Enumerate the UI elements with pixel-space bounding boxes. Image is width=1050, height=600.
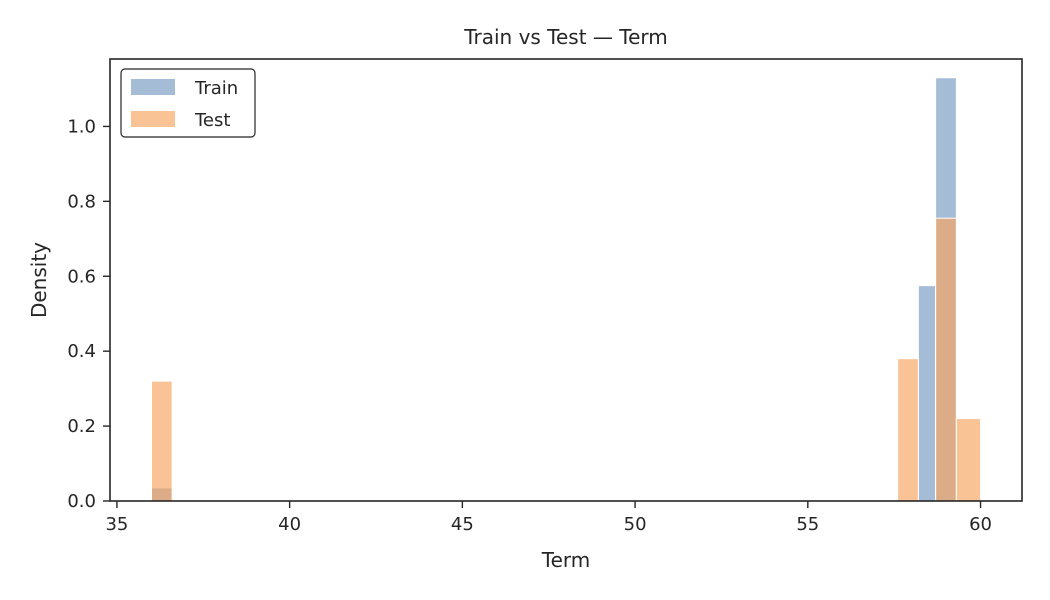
bar-test-0	[150, 380, 173, 502]
chart-title: Train vs Test — Term	[463, 25, 668, 49]
y-tick-label: 0.2	[67, 416, 96, 437]
bar-test-1	[897, 358, 919, 502]
y-tick-label: 0.4	[67, 341, 96, 362]
plot-area: 35 40 45 50 55 60 0.0 0.2 0.4 0.6 0.8 1.0	[67, 58, 1023, 535]
x-tick-label: 35	[105, 514, 128, 535]
x-tick-label: 40	[278, 514, 301, 535]
y-axis-label: Density	[27, 242, 51, 318]
legend-swatch-train	[131, 79, 175, 95]
plot-frame	[109, 58, 1023, 502]
x-axis-label: Term	[541, 548, 590, 572]
y-tick-label: 1.0	[67, 116, 96, 137]
x-tick-label: 50	[624, 514, 647, 535]
bar-test-3	[955, 418, 982, 502]
y-tick-label: 0.8	[67, 191, 96, 212]
bar-train-2	[917, 285, 937, 502]
x-tick-label: 60	[969, 514, 992, 535]
x-tick-label: 45	[451, 514, 474, 535]
legend-swatch-test	[131, 111, 175, 127]
legend-label-test: Test	[194, 110, 230, 131]
y-tick-label: 0.0	[67, 491, 96, 512]
x-tick-label: 55	[796, 514, 819, 535]
bar-test-2	[935, 217, 957, 502]
legend-label-train: Train	[194, 78, 238, 99]
y-tick-label: 0.6	[67, 266, 96, 287]
legend: Train Test	[120, 68, 256, 138]
